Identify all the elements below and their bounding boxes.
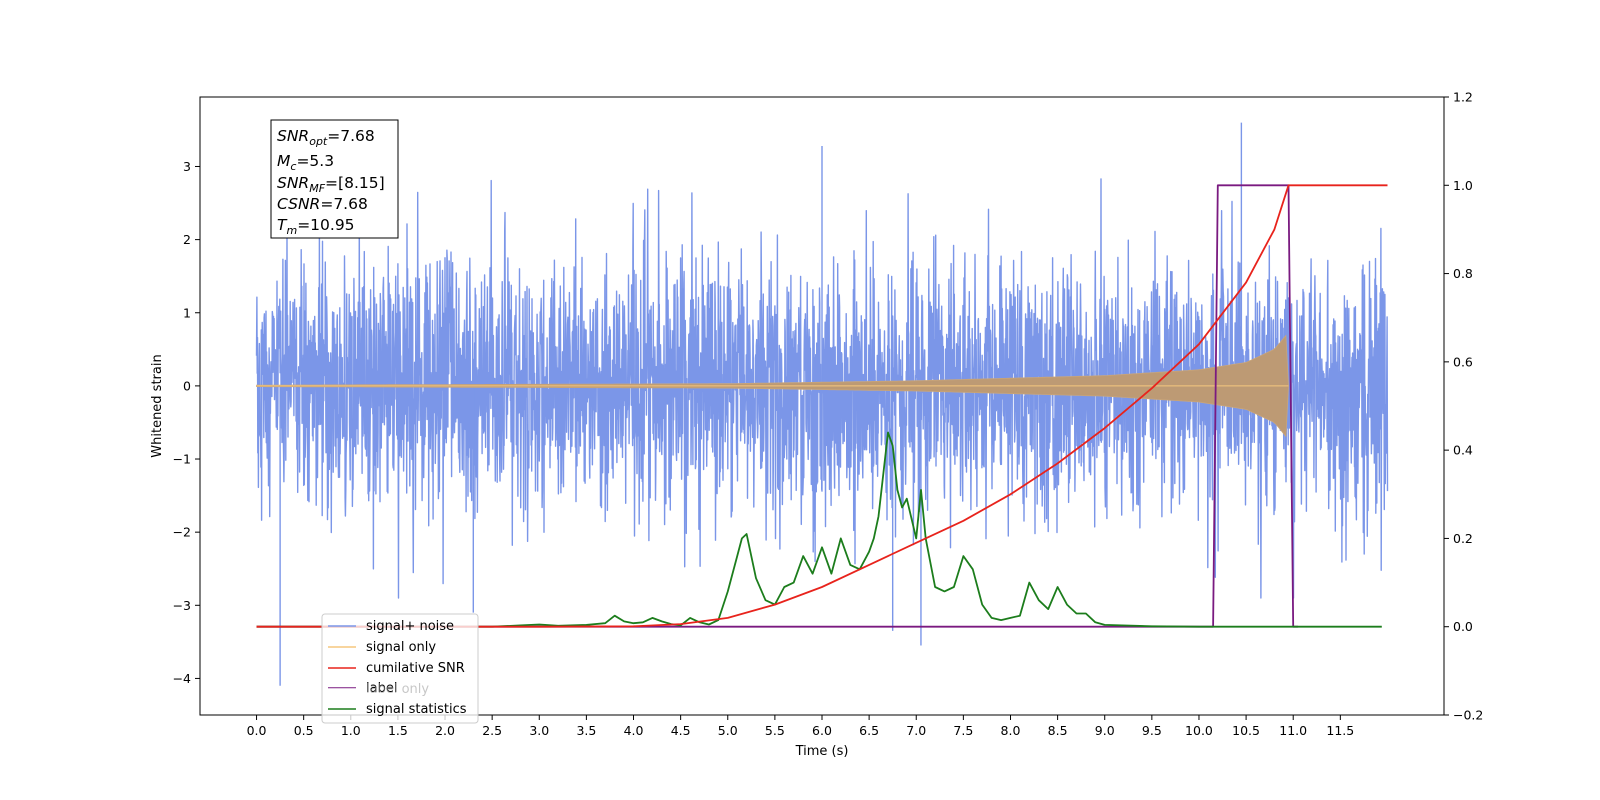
y-left-tick-label: 1 — [183, 305, 191, 320]
x-tick-label: 2.5 — [482, 723, 502, 738]
info-snr-mf: SNRMF=[8.15] — [277, 174, 385, 195]
line-series-layer — [256, 184, 1388, 628]
x-tick-label: 9.5 — [1142, 723, 1162, 738]
info-tm: Tm=10.95 — [277, 216, 355, 237]
y-right-tick-label: 1.2 — [1453, 90, 1473, 105]
x-tick-label: 10.5 — [1232, 723, 1260, 738]
x-tick-label: 11.5 — [1326, 723, 1354, 738]
x-tick-label: 0.0 — [247, 723, 267, 738]
cumulative-snr-line — [256, 184, 1388, 628]
y-left-tick-label: −4 — [173, 671, 191, 686]
x-tick-label: 5.0 — [718, 723, 738, 738]
signal-statistics-line — [256, 431, 1382, 628]
signal-only-series — [256, 334, 1289, 438]
x-tick-label: 9.0 — [1095, 723, 1115, 738]
y-left-tick-label: −2 — [173, 525, 191, 540]
x-tick-label: 6.0 — [812, 723, 832, 738]
y-right-tick-label: 1.0 — [1453, 178, 1473, 193]
x-axis-label: Time (s) — [795, 744, 849, 759]
x-tick-label: 4.5 — [671, 723, 691, 738]
y-right-tick-label: 0.0 — [1453, 619, 1473, 634]
info-csnr: CSNR=7.68 — [277, 195, 368, 213]
legend-label-signal-only: signal only — [366, 640, 436, 655]
x-tick-label: 7.5 — [953, 723, 973, 738]
x-tick-label: 2.0 — [435, 723, 455, 738]
legend-label-signal-statistics: signal statistics — [366, 702, 467, 717]
signal-noise-line — [255, 178, 1389, 599]
x-axis-ticks: 0.0 0.5 1.0 1.5 2.0 2.5 3.0 3.5 4.0 4.5 5.0 5.5 6.0 6… — [247, 715, 1354, 738]
signal-noise-series — [255, 122, 1389, 686]
x-tick-label: 0.5 — [294, 723, 314, 738]
y-axis-right-ticks: 1.2 1.0 0.8 0.6 0.4 0.2 0.0 −0.2 — [1444, 90, 1483, 723]
legend-label-signal-noise: signal+ noise — [366, 619, 454, 634]
y-right-tick-label: 0.8 — [1453, 266, 1473, 281]
x-tick-label: 7.0 — [906, 723, 926, 738]
info-snr-opt: SNRopt=7.68 — [277, 127, 375, 148]
y-left-tick-label: 0 — [183, 378, 191, 393]
legend-label-label-only: label only — [366, 682, 429, 697]
x-tick-label: 1.5 — [388, 723, 408, 738]
y-left-tick-label: 3 — [183, 159, 191, 174]
y-left-tick-label: −3 — [173, 598, 191, 613]
x-tick-label: 8.5 — [1048, 723, 1068, 738]
x-tick-label: 8.0 — [1001, 723, 1021, 738]
legend-label-label: label — [366, 681, 397, 696]
y-right-tick-label: 0.2 — [1453, 531, 1473, 546]
x-tick-label: 3.0 — [529, 723, 549, 738]
y-left-tick-label: 2 — [183, 232, 191, 247]
y-axis-label: Whitened strain — [150, 354, 165, 457]
info-box: SNRopt=7.68 Mc=5.3 SNRMF=[8.15] CSNR=7.6… — [270, 119, 399, 239]
y-right-tick-label: −0.2 — [1453, 708, 1483, 723]
x-tick-label: 10.0 — [1185, 723, 1213, 738]
y-axis-left-ticks: 3 2 1 0 −1 −2 −3 −4 — [173, 159, 200, 686]
y-right-tick-label: 0.4 — [1453, 443, 1473, 458]
x-tick-label: 3.5 — [576, 723, 596, 738]
x-tick-label: 5.5 — [765, 723, 785, 738]
x-tick-label: 11.0 — [1279, 723, 1307, 738]
x-tick-label: 1.0 — [341, 723, 361, 738]
legend-label-cumulative-snr: cumilative SNR — [366, 661, 465, 676]
y-right-tick-label: 0.6 — [1453, 354, 1473, 369]
legend: signal+ noise signal only cumilative SNR… — [321, 613, 479, 724]
x-tick-label: 6.5 — [859, 723, 879, 738]
y-left-tick-label: −1 — [173, 452, 191, 467]
x-tick-label: 4.0 — [624, 723, 644, 738]
info-mc: Mc=5.3 — [277, 152, 334, 173]
